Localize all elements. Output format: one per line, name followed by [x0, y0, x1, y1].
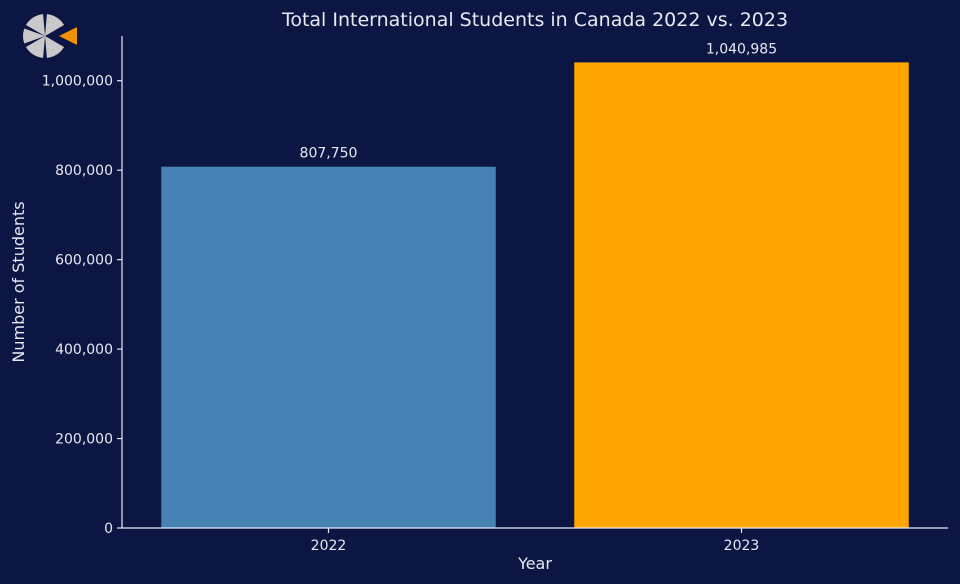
x-axis-ticks: 2022 2023 [311, 528, 760, 554]
bar-value-labels: 807,750 1,040,985 [300, 41, 778, 161]
chart-title: Total International Students in Canada 2… [281, 9, 788, 31]
y-tick-label: 400,000 [55, 342, 113, 358]
logo-segment [25, 14, 45, 36]
logo-segment [23, 28, 45, 44]
segmented-circle-logo-icon [23, 14, 77, 58]
y-tick-label: 200,000 [55, 432, 113, 448]
x-axis-label: Year [517, 554, 552, 573]
logo-segment [45, 14, 65, 36]
y-axis-ticks: 0 200,000 400,000 600,000 800,000 1,000,000 [42, 74, 122, 537]
bar-value-label-2022: 807,750 [300, 146, 358, 162]
y-axis-label: Number of Students [9, 201, 28, 362]
bars-group [161, 62, 909, 528]
y-tick-label: 0 [104, 521, 113, 537]
x-tick-label-2022: 2022 [311, 538, 347, 554]
bar-value-label-2023: 1,040,985 [706, 41, 777, 57]
logo-segment [45, 36, 65, 58]
x-tick-label-2023: 2023 [724, 538, 760, 554]
logo-segment [25, 36, 45, 58]
y-tick-label: 600,000 [55, 253, 113, 269]
logo-accent [59, 27, 77, 45]
bar-2022 [161, 166, 496, 528]
bar-2023 [574, 62, 909, 528]
y-tick-label: 800,000 [55, 163, 113, 179]
y-tick-label: 1,000,000 [42, 74, 113, 90]
